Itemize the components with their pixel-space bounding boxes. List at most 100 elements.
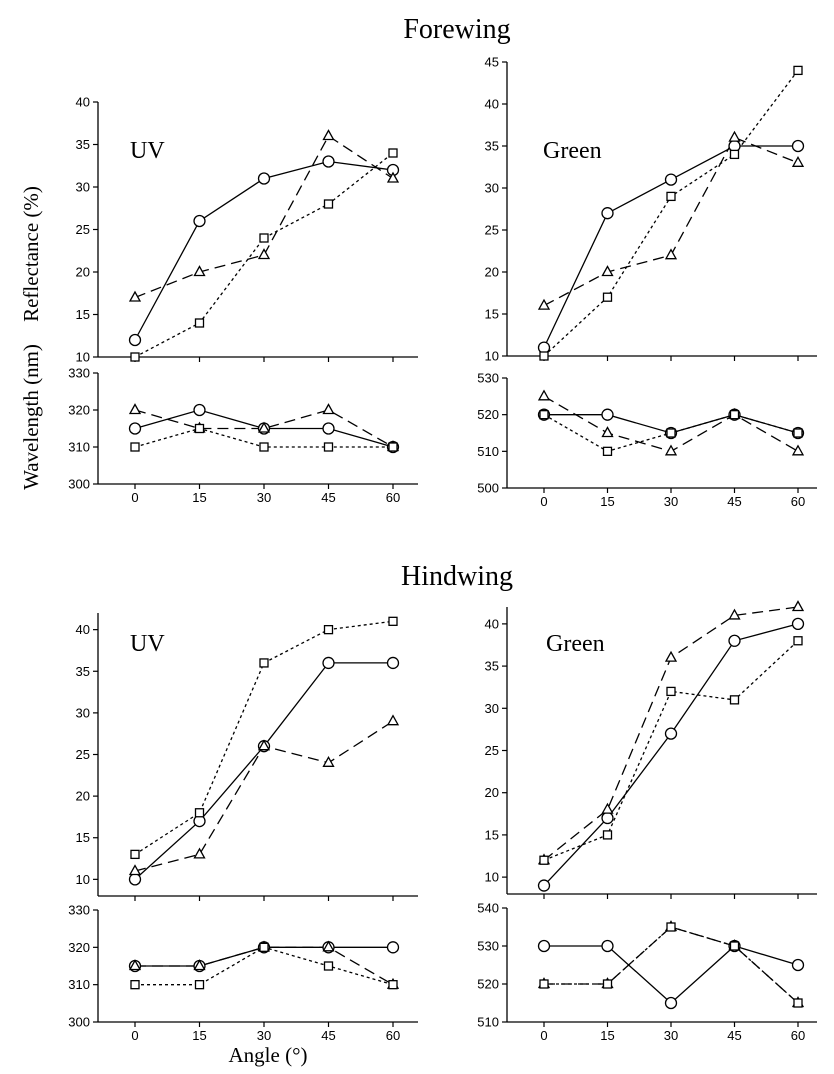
data-point-square xyxy=(259,942,269,952)
section-title-forewing: Forewing xyxy=(403,14,510,45)
panel-label-uv: UV xyxy=(130,138,165,164)
data-point-triangle xyxy=(664,444,678,456)
data-point-triangle xyxy=(193,959,206,971)
y-tick-label: 30 xyxy=(485,701,499,716)
y-tick-label: 35 xyxy=(485,659,499,674)
data-point-circle xyxy=(128,333,142,347)
data-point-square xyxy=(539,351,549,361)
y-tick-label: 15 xyxy=(76,307,90,322)
section-title-hindwing: Hindwing xyxy=(401,561,513,592)
series-line-square xyxy=(543,70,799,357)
y-tick-label: 540 xyxy=(477,901,499,916)
data-point-square xyxy=(602,830,613,840)
data-point-square xyxy=(388,148,398,158)
data-point-circle xyxy=(664,996,678,1010)
panel-label-green: Green xyxy=(543,138,602,164)
data-point-square xyxy=(259,658,269,668)
data-point-circle xyxy=(257,172,271,185)
x-tick-label: 60 xyxy=(386,490,400,505)
series-line-triangle xyxy=(543,395,799,453)
y-title-reflectance: Reflectance (%) xyxy=(19,186,43,322)
y-title-wavelength: Wavelength (nm) xyxy=(19,344,43,490)
series-line-square xyxy=(134,620,394,855)
y-tick-label: 25 xyxy=(485,223,499,238)
data-point-triangle xyxy=(664,248,678,260)
x-tick-label: 45 xyxy=(727,494,741,509)
series-line-triangle xyxy=(135,946,394,986)
data-point-circle xyxy=(601,939,614,953)
data-point-square xyxy=(388,616,398,626)
y-tick-label: 530 xyxy=(477,371,499,386)
data-point-circle xyxy=(386,656,400,670)
data-point-circle xyxy=(791,139,805,153)
x-tick-label: 45 xyxy=(321,490,335,505)
data-point-square xyxy=(194,318,205,328)
y-tick-label: 40 xyxy=(76,95,90,110)
y-tick-label: 15 xyxy=(485,827,499,842)
data-point-triangle xyxy=(386,171,400,183)
data-point-triangle xyxy=(322,755,335,767)
series-line-square xyxy=(544,926,799,1004)
data-point-circle xyxy=(791,617,805,631)
data-point-square xyxy=(793,65,803,76)
y-tick-label: 520 xyxy=(477,977,499,992)
chart-panel-forewing-uv-0: 10 15 20 25 30 35 40 UV xyxy=(76,95,418,365)
chart-panel-forewing-uv-1: 300 310 320 330 0 15 30 45 60 xyxy=(68,366,418,505)
x-tick-label: 15 xyxy=(600,1028,614,1043)
x-tick-label: 60 xyxy=(791,1028,805,1043)
data-point-square xyxy=(666,428,676,438)
data-point-square xyxy=(194,980,205,990)
data-point-circle xyxy=(193,403,206,417)
x-tick-label: 30 xyxy=(664,1028,678,1043)
y-tick-label: 20 xyxy=(76,789,90,804)
data-point-square xyxy=(793,428,803,438)
series-line-triangle xyxy=(134,135,394,299)
data-point-square xyxy=(539,855,549,865)
x-tick-label: 0 xyxy=(540,1028,547,1043)
data-point-triangle xyxy=(601,265,614,277)
x-tick-label: 0 xyxy=(131,490,138,505)
data-point-triangle xyxy=(257,421,271,433)
y-tick-label: 15 xyxy=(485,307,499,322)
y-tick-label: 40 xyxy=(485,616,499,631)
y-tick-label: 45 xyxy=(485,55,499,70)
y-tick-label: 20 xyxy=(76,265,90,280)
series-line-circle xyxy=(544,945,799,1004)
data-point-triangle xyxy=(601,802,614,814)
data-point-triangle xyxy=(537,298,551,310)
data-point-square xyxy=(602,979,613,989)
data-point-square xyxy=(323,199,334,209)
y-tick-label: 310 xyxy=(68,440,90,455)
panel-label-uv: UV xyxy=(130,631,165,657)
chart-panel-hindwing-uv-5: 300 310 320 330 0 15 30 45 60 xyxy=(68,903,418,1043)
y-tick-label: 300 xyxy=(68,477,90,492)
data-point-circle xyxy=(601,207,614,220)
series-line-square xyxy=(543,640,799,861)
data-point-circle xyxy=(386,941,400,954)
y-tick-label: 530 xyxy=(477,939,499,954)
data-point-triangle xyxy=(728,130,741,142)
data-point-square xyxy=(259,442,269,452)
data-point-square xyxy=(130,352,140,362)
y-tick-label: 500 xyxy=(477,481,499,496)
data-point-triangle xyxy=(728,608,741,620)
y-tick-label: 330 xyxy=(68,366,90,381)
chart-panel-hindwing-green-6: 10 15 20 25 30 35 40 Green xyxy=(485,600,817,899)
series-line-circle xyxy=(134,662,393,880)
y-tick-label: 30 xyxy=(485,181,499,196)
data-point-triangle xyxy=(322,129,335,141)
data-point-circle xyxy=(128,873,142,886)
data-point-circle xyxy=(601,408,614,421)
y-tick-label: 300 xyxy=(68,1015,90,1030)
x-tick-label: 30 xyxy=(257,1028,271,1043)
data-point-circle xyxy=(322,422,335,435)
y-tick-label: 40 xyxy=(485,97,499,112)
data-point-triangle xyxy=(791,155,805,167)
data-point-triangle xyxy=(322,403,335,415)
data-point-triangle xyxy=(257,739,271,751)
x-tick-label: 60 xyxy=(791,494,805,509)
data-point-circle xyxy=(537,939,551,953)
y-tick-label: 10 xyxy=(485,870,499,885)
data-point-square xyxy=(729,410,740,420)
data-point-circle xyxy=(664,173,678,186)
